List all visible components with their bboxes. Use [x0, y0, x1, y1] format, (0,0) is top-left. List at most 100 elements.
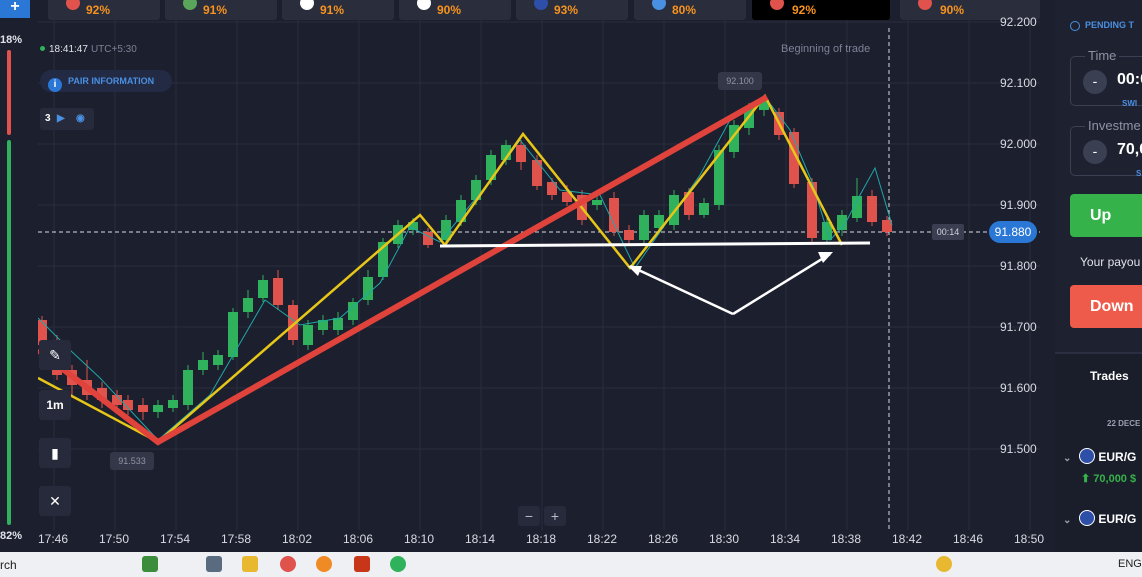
candle — [441, 220, 451, 240]
candle — [423, 232, 433, 245]
y-tick-label: 92.100 — [1000, 76, 1037, 90]
chrome-icon[interactable] — [280, 556, 296, 572]
server-clock: 18:41:47 UTC+5:30 — [40, 44, 137, 55]
chevron-down-icon[interactable]: ⌄ — [1063, 453, 1072, 464]
asset-tab-6[interactable]: 80% — [634, 0, 746, 20]
zoom-out-button[interactable]: − — [518, 506, 540, 526]
firefox-icon[interactable] — [316, 556, 332, 572]
time-value[interactable]: 00:0 — [1117, 71, 1142, 88]
trade-row[interactable]: ⌄ EUR/G — [1063, 510, 1136, 526]
candle — [288, 305, 298, 340]
time-field[interactable]: Time - 00:0 — [1070, 48, 1142, 106]
taskbar-search[interactable]: rch — [0, 558, 17, 572]
chevron-down-icon[interactable]: ⌄ — [1063, 515, 1072, 526]
add-asset-button[interactable]: + — [0, 0, 30, 18]
clock-icon — [1070, 21, 1080, 31]
investment-sub-link[interactable]: S — [1136, 169, 1142, 178]
asset-tab-4[interactable]: 90% — [399, 0, 511, 20]
asset-tab-8[interactable]: 90% — [900, 0, 1040, 20]
investment-value[interactable]: 70,0 — [1117, 141, 1142, 158]
app-icon[interactable] — [206, 556, 222, 572]
candle — [123, 400, 133, 410]
candle — [318, 320, 328, 330]
flag-icon — [66, 0, 80, 10]
asset-tab-5[interactable]: 93% — [516, 0, 628, 20]
time-label: Time — [1085, 48, 1120, 63]
payout-pct: 92% — [86, 3, 111, 17]
candle — [363, 277, 373, 300]
zoom-in-button[interactable]: + — [544, 506, 566, 526]
candle — [516, 145, 526, 162]
candle — [198, 360, 208, 370]
payout-pct: 80% — [672, 3, 697, 17]
app-icon[interactable] — [354, 556, 370, 572]
down-button[interactable]: Down — [1070, 285, 1142, 328]
flag-icon — [417, 0, 431, 10]
candle — [243, 298, 253, 312]
tools-button[interactable]: ✕ — [39, 486, 71, 516]
candle — [759, 100, 769, 110]
candle — [547, 182, 557, 195]
asset-tab-2[interactable]: 91% — [165, 0, 277, 20]
y-tick-label: 91.600 — [1000, 381, 1037, 395]
whatsapp-icon[interactable] — [390, 556, 406, 572]
candle — [112, 395, 122, 405]
y-tick-label: 91.500 — [1000, 442, 1037, 456]
os-taskbar: rch ENG — [0, 552, 1142, 577]
timeframe-button[interactable]: 1m — [39, 390, 71, 420]
asset-tab-7-active[interactable]: 92% — [752, 0, 890, 20]
pair-info-label: PAIR INFORMATION — [68, 76, 155, 86]
candle — [333, 318, 343, 330]
sentiment-bottom-pct: 82% — [0, 530, 23, 542]
pending-trade-link[interactable]: PENDING T — [1070, 20, 1134, 31]
price-chart[interactable] — [38, 20, 1040, 535]
weather-icon[interactable] — [936, 556, 952, 572]
flag-icon — [918, 0, 932, 10]
candle — [97, 388, 107, 400]
investment-minus-button[interactable]: - — [1083, 140, 1107, 164]
trade-amount: ⬆ 70,000 $ — [1081, 472, 1136, 485]
candle — [228, 312, 238, 357]
switch-link[interactable]: SWI — [1122, 99, 1138, 108]
eye-icon[interactable]: ◉ — [76, 113, 85, 124]
candle — [882, 220, 892, 232]
candle — [684, 192, 694, 215]
candles — [38, 95, 892, 420]
candle — [789, 132, 799, 184]
candle — [532, 160, 542, 186]
asset-tab-3[interactable]: 91% — [282, 0, 394, 20]
trades-title: Trades — [1090, 369, 1129, 383]
payout-pct: 91% — [320, 3, 345, 17]
candle — [867, 196, 877, 222]
up-button[interactable]: Up — [1070, 194, 1142, 237]
folder-icon[interactable] — [242, 556, 258, 572]
language-indicator[interactable]: ENG — [1118, 558, 1142, 570]
flag-icon — [770, 0, 784, 10]
pair-information-button[interactable]: i PAIR INFORMATION — [40, 70, 172, 92]
candle — [714, 150, 724, 205]
time-minus-button[interactable]: - — [1083, 70, 1107, 94]
candle — [654, 215, 664, 228]
asset-tab-1[interactable]: 92% — [48, 0, 160, 20]
payout-label: Your payou — [1080, 255, 1141, 269]
sentiment-down-bar — [7, 50, 11, 135]
online-dot — [40, 46, 45, 51]
candle — [138, 405, 148, 412]
trade-row[interactable]: ⌄ EUR/G — [1063, 448, 1136, 464]
play-icon[interactable]: ▶ — [57, 113, 65, 124]
calculator-icon[interactable] — [142, 556, 158, 572]
candle — [486, 155, 496, 180]
chart-type-button[interactable]: ▮ — [39, 438, 71, 468]
candle — [609, 198, 619, 232]
sentiment-up-bar — [7, 140, 11, 525]
x-tick-label: 17:50 — [99, 532, 130, 546]
x-tick-label: 18:38 — [831, 532, 862, 546]
investment-field[interactable]: Investme - 70,0 — [1070, 118, 1142, 176]
indicators-control[interactable]: 3 ▶ ◉ — [40, 108, 94, 130]
trade-pair: EUR/G — [1098, 450, 1137, 464]
draw-tool-button[interactable]: ✎ — [39, 340, 71, 370]
flag-icon — [534, 0, 548, 10]
candle — [153, 405, 163, 412]
candle — [501, 145, 511, 160]
trades-panel: Trades 22 DECE ⌄ EUR/G ⬆ 70,000 $ ⌄ EUR/G — [1055, 352, 1142, 554]
